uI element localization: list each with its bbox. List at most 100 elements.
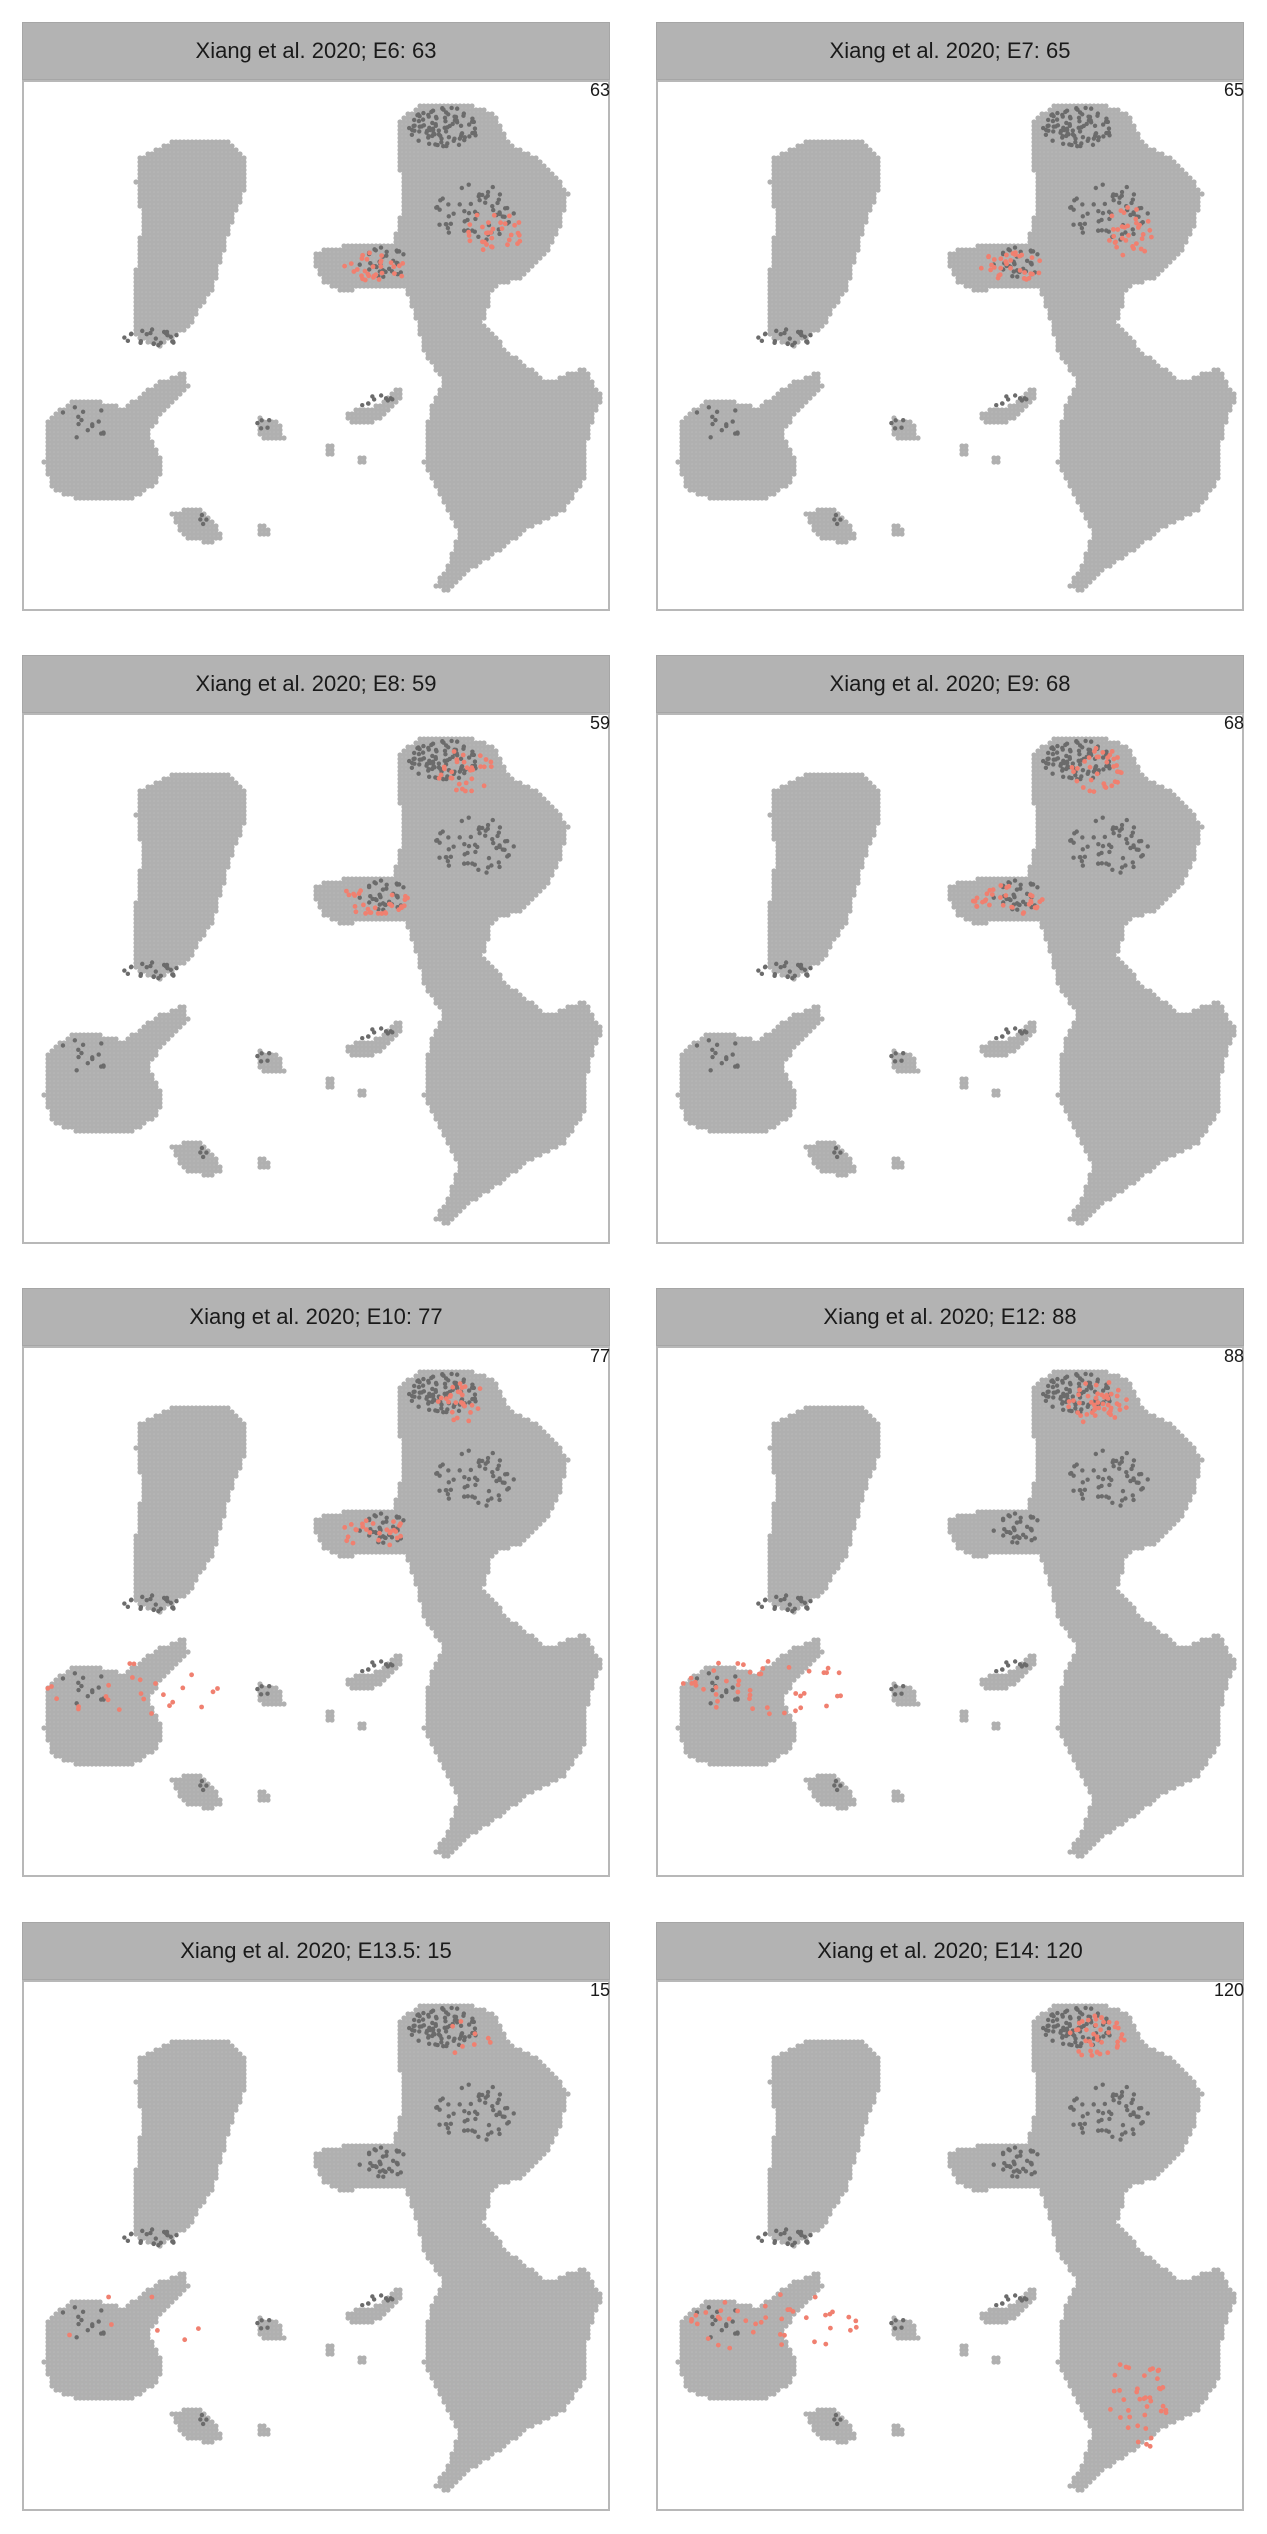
background-point: [181, 235, 187, 241]
background-point: [437, 119, 443, 125]
background-point: [425, 263, 431, 269]
background-point: [485, 151, 491, 157]
background-point: [457, 171, 463, 177]
background-point: [445, 207, 451, 213]
background-point: [409, 167, 415, 173]
background-point: [137, 283, 143, 289]
background-point: [417, 191, 423, 197]
background-point: [501, 231, 507, 237]
background-point: [437, 175, 443, 181]
background-point: [453, 283, 459, 289]
background-point: [349, 247, 355, 253]
background-point: [521, 259, 527, 265]
background-point: [201, 235, 207, 241]
background-point: [405, 235, 411, 241]
background-point: [437, 167, 443, 173]
background-point: [497, 267, 503, 273]
background-point: [205, 203, 211, 209]
background-point: [417, 195, 423, 201]
background-point: [137, 183, 143, 189]
background-point: [157, 247, 163, 253]
background-point: [445, 195, 451, 201]
background-point: [405, 203, 411, 209]
background-point: [485, 247, 491, 253]
background-point: [157, 411, 163, 417]
background-point: [209, 239, 215, 245]
background-point: [397, 143, 403, 149]
background-point: [501, 171, 507, 177]
background-point: [457, 175, 463, 181]
background-point: [217, 231, 223, 237]
background-point: [201, 283, 207, 289]
background-point: [457, 231, 463, 237]
background-point: [517, 259, 523, 265]
background-point: [221, 191, 227, 197]
background-point: [401, 191, 407, 197]
background-point: [457, 275, 463, 281]
background-point: [549, 231, 555, 237]
background-point: [417, 187, 423, 193]
background-point: [505, 275, 511, 281]
background-point: [521, 187, 527, 193]
background-point: [421, 139, 427, 145]
background-point: [409, 235, 415, 241]
background-point: [409, 279, 415, 285]
background-point: [501, 159, 507, 165]
background-point: [441, 243, 447, 249]
background-point: [217, 155, 223, 161]
background-point: [521, 211, 527, 217]
background-point: [429, 235, 435, 241]
background-point: [493, 231, 499, 237]
background-point: [425, 203, 431, 209]
background-point: [409, 239, 415, 245]
background-point: [181, 139, 187, 145]
background-point: [505, 159, 511, 165]
background-point: [461, 159, 467, 165]
background-point: [477, 107, 483, 113]
background-point: [553, 179, 559, 185]
background-point: [213, 163, 219, 169]
background-point: [201, 187, 207, 193]
background-point: [141, 203, 147, 209]
background-point: [417, 203, 423, 209]
background-point: [217, 247, 223, 253]
background-point: [421, 231, 427, 237]
background-point: [457, 247, 463, 253]
background-point: [545, 179, 551, 185]
background-point: [489, 239, 495, 245]
background-point: [157, 279, 163, 285]
background-point: [161, 179, 167, 185]
background-point: [193, 155, 199, 161]
background-point: [165, 231, 171, 237]
background-point: [149, 195, 155, 201]
background-point: [453, 215, 459, 221]
background-point: [509, 187, 515, 193]
background-point: [541, 171, 547, 177]
background-point: [533, 159, 539, 165]
background-point: [173, 159, 179, 165]
background-point: [189, 143, 195, 149]
background-point: [473, 279, 479, 285]
background-point: [229, 167, 235, 173]
background-point: [397, 243, 403, 249]
background-point: [493, 127, 499, 133]
background-point: [357, 243, 363, 249]
background-point: [449, 263, 455, 269]
background-point: [405, 199, 411, 205]
background-point: [445, 263, 451, 269]
background-point: [521, 223, 527, 229]
background-point: [165, 151, 171, 157]
background-point: [193, 183, 199, 189]
background-point: [197, 223, 203, 229]
background-point: [497, 163, 503, 169]
background-point: [537, 239, 543, 245]
background-point: [545, 215, 551, 221]
background-point: [549, 235, 555, 241]
background-point: [449, 283, 455, 289]
background-point: [461, 195, 467, 201]
background-point: [489, 147, 495, 153]
background-point: [173, 251, 179, 257]
background-point: [393, 231, 399, 237]
scatter-plot-area: [22, 80, 610, 611]
background-point: [437, 227, 443, 233]
